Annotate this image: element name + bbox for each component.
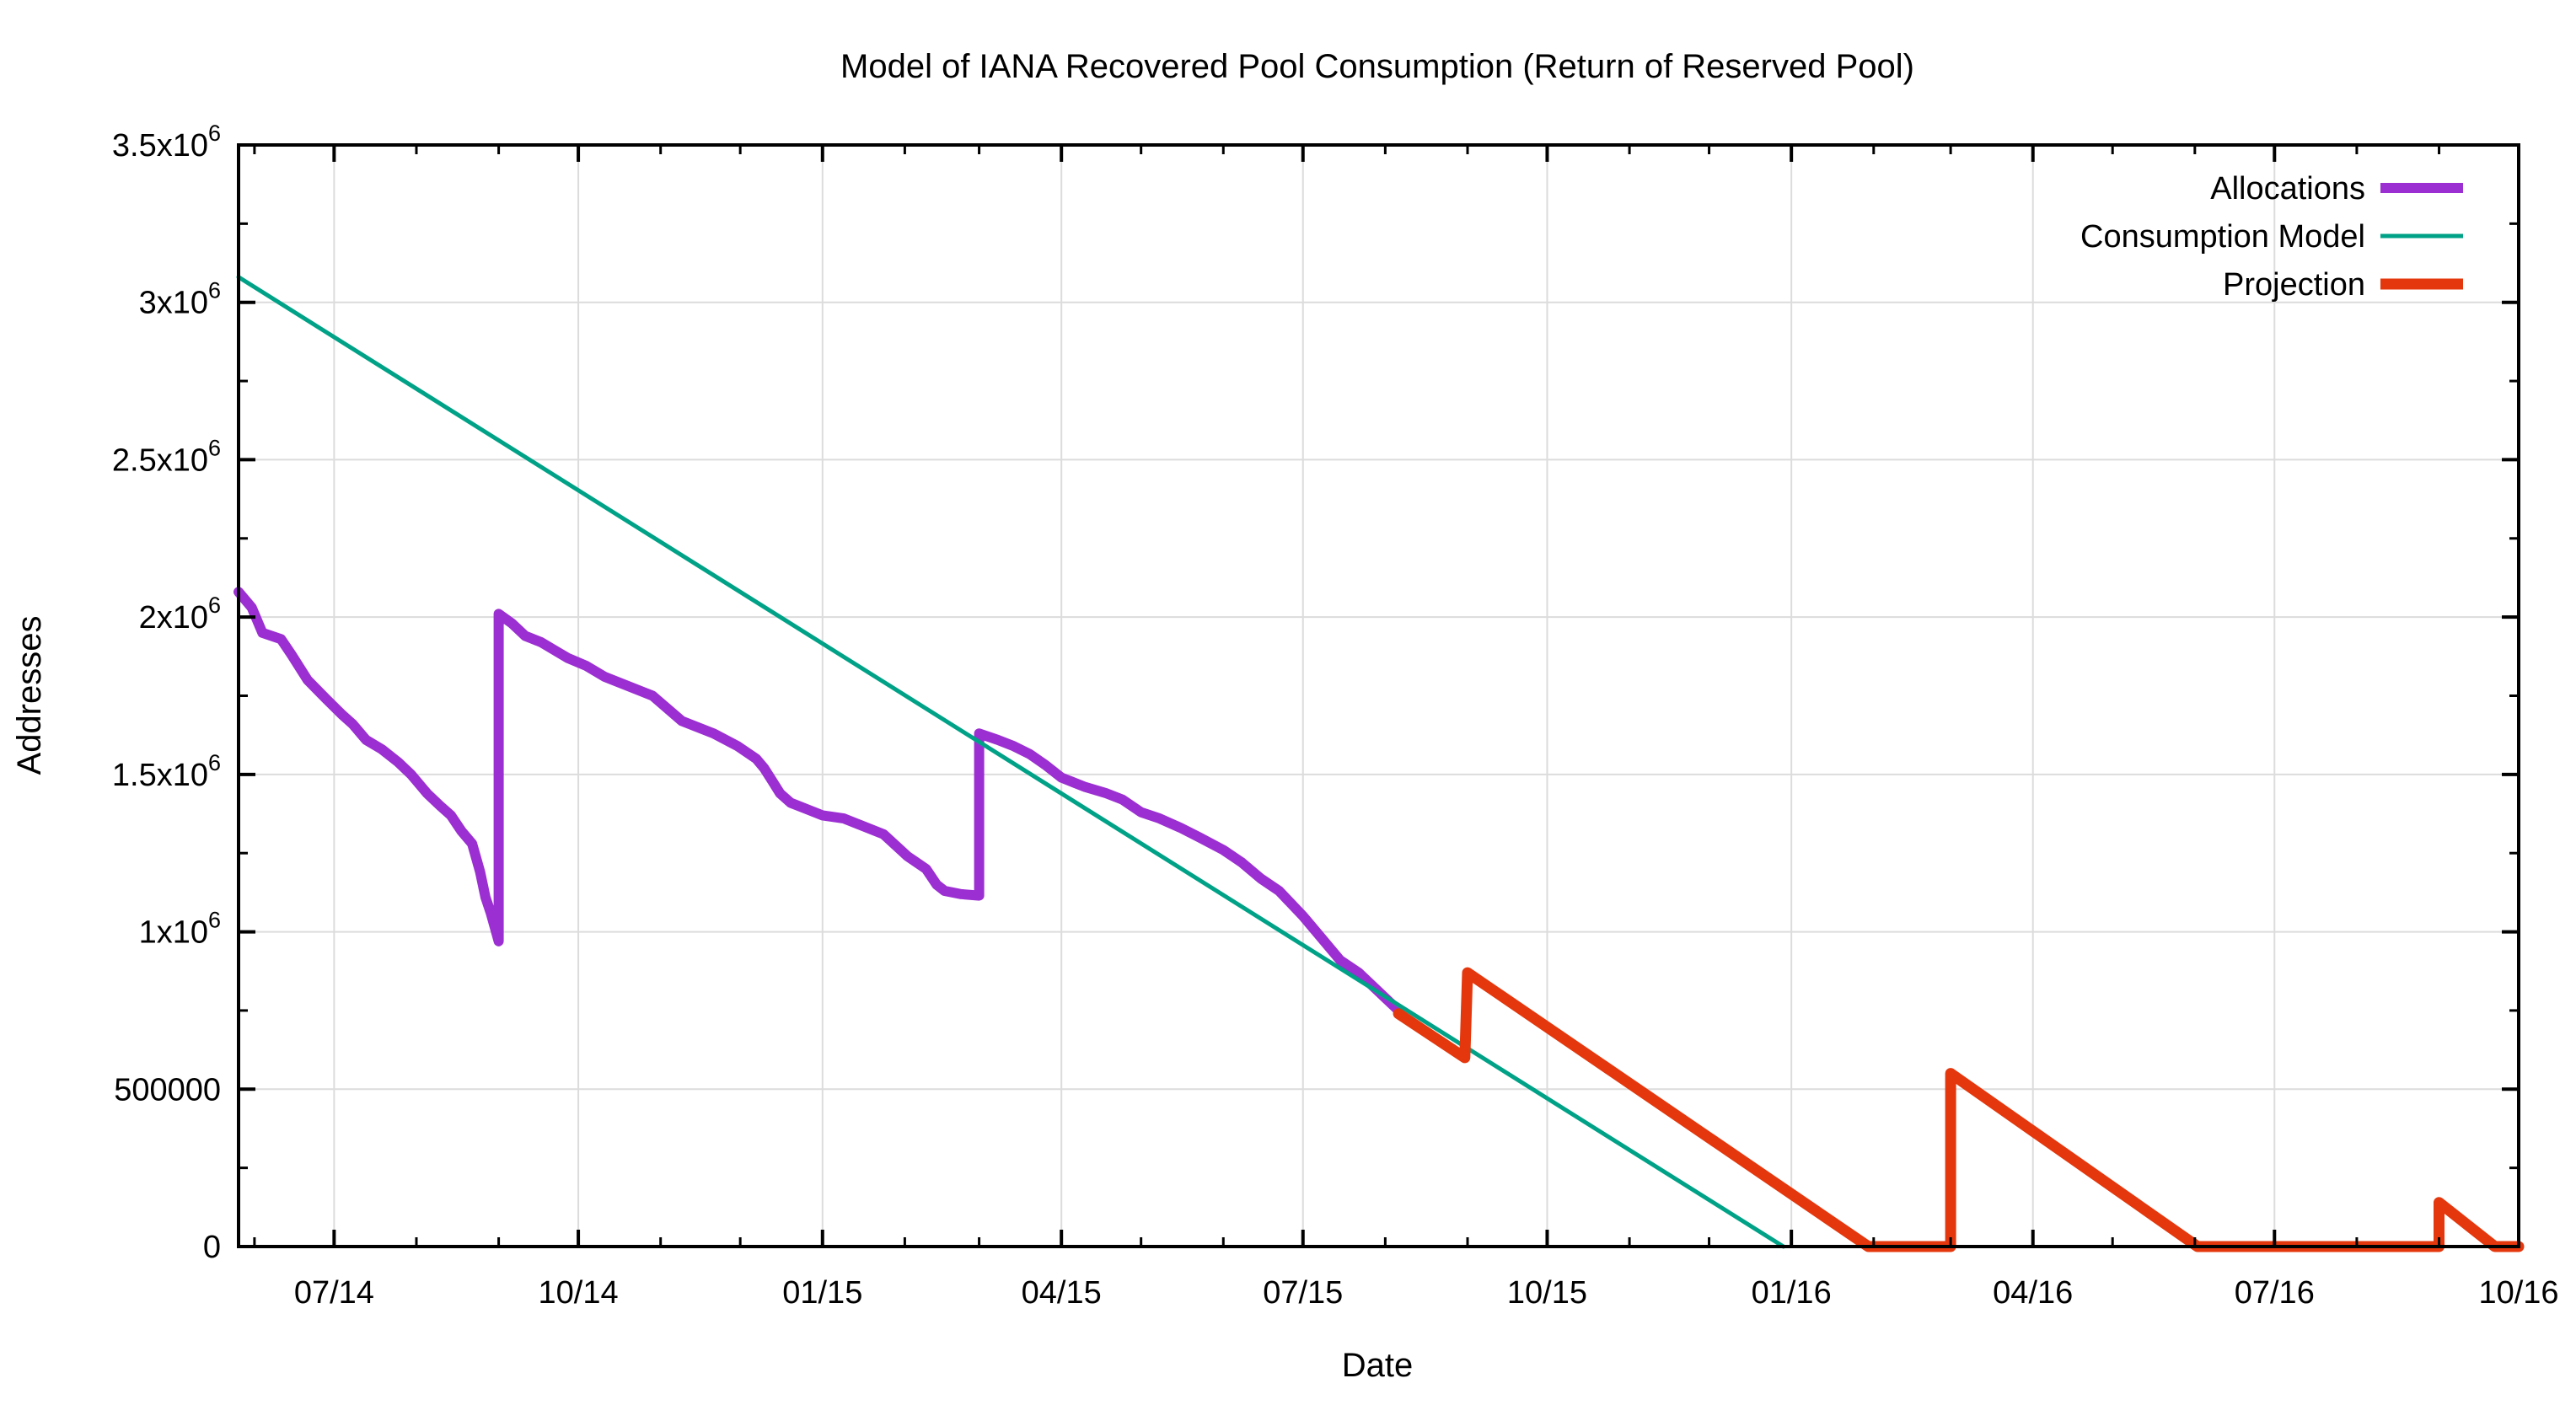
y-tick-label: 3x106 (139, 278, 221, 321)
series-line-consumption-model (236, 275, 1786, 1249)
x-tick-label: 07/15 (1263, 1275, 1343, 1311)
y-tick-label: 3.5x106 (112, 121, 221, 164)
x-tick-label: 01/16 (1752, 1275, 1832, 1311)
y-tick-label: 1x106 (139, 908, 221, 951)
y-tick-label: 1.5x106 (112, 750, 221, 793)
y-tick-label: 2x106 (139, 593, 221, 635)
x-tick-label: 04/15 (1022, 1275, 1102, 1311)
x-tick-labels: 07/14 10/14 01/15 04/15 07/15 10/15 01/16 04/16… (294, 1275, 2559, 1311)
plot-frame (237, 143, 2520, 1248)
x-tick-label: 07/14 (294, 1275, 374, 1311)
legend-label-allocations: Allocations (2210, 171, 2365, 206)
y-tick-label: 500000 (114, 1072, 221, 1107)
legend-item-consumption-model: Consumption Model (2080, 219, 2463, 255)
x-tick-label: 04/16 (1993, 1275, 2073, 1311)
axis-ticks (239, 143, 2520, 1248)
y-tick-label: 0 (203, 1230, 221, 1265)
legend: Allocations Consumption Model Projection (2080, 171, 2463, 303)
legend-item-allocations: Allocations (2210, 171, 2463, 206)
legend-label-projection: Projection (2223, 267, 2365, 303)
y-tick-label: 2.5x106 (112, 435, 221, 478)
y-tick-labels: 0 500000 1x106 1.5x106 2x106 2.5x106 3x106 3.5x… (112, 121, 221, 1265)
series-line-projection (1393, 967, 2525, 1252)
x-axis-label: Date (1342, 1347, 1414, 1384)
x-tick-label: 10/14 (539, 1275, 619, 1311)
x-tick-label: 10/15 (1507, 1275, 1587, 1311)
series-line-allocations (233, 587, 1404, 1016)
x-tick-label: 01/15 (782, 1275, 862, 1311)
x-tick-label: 10/16 (2478, 1275, 2558, 1311)
legend-item-projection: Projection (2223, 267, 2463, 303)
x-tick-label: 07/16 (2235, 1275, 2315, 1311)
series-lines (233, 275, 2525, 1252)
y-axis-label: Addresses (11, 616, 48, 775)
gridlines (239, 145, 2519, 1247)
chart-title: Model of IANA Recovered Pool Consumption… (840, 48, 1914, 85)
legend-label-consumption-model: Consumption Model (2080, 219, 2365, 255)
